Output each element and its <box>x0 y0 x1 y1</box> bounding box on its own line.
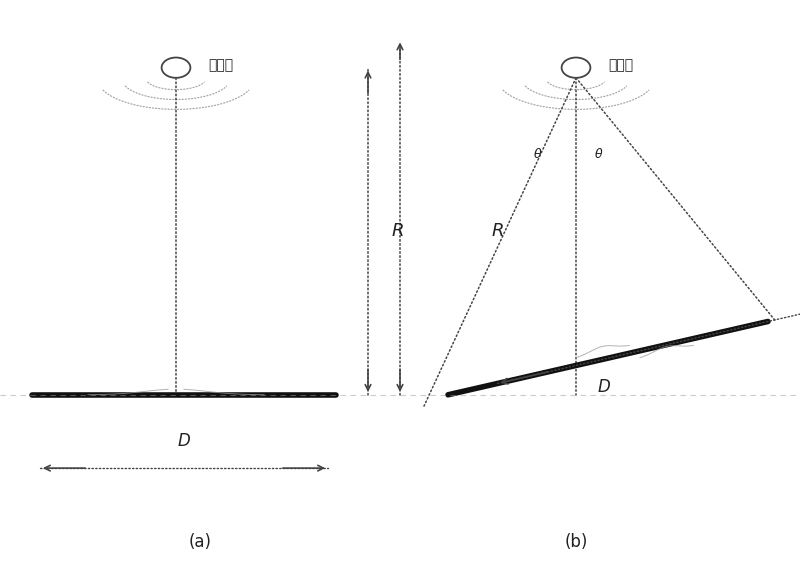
Text: R: R <box>392 222 405 240</box>
Text: 辐射源: 辐射源 <box>208 58 233 72</box>
Text: θ: θ <box>594 148 602 161</box>
Text: (b): (b) <box>564 533 588 551</box>
Text: R: R <box>492 222 505 240</box>
Text: D: D <box>598 378 610 396</box>
Text: D: D <box>178 431 190 450</box>
Text: 辐射源: 辐射源 <box>608 58 633 72</box>
Text: θ: θ <box>534 148 542 161</box>
Text: (a): (a) <box>189 533 211 551</box>
